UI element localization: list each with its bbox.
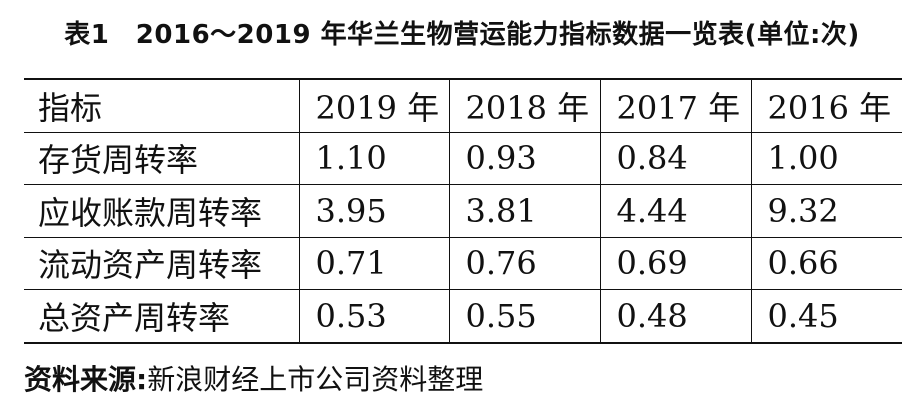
source-text: 新浪财经上市公司资料整理 <box>147 363 484 396</box>
value-cell: 0.53 <box>298 289 449 343</box>
value-cell: 0.66 <box>750 237 902 290</box>
header-cell-2019: 2019 年 <box>298 79 449 133</box>
source-label: 资料来源: <box>24 363 148 396</box>
header-cell-indicator: 指标 <box>24 79 299 133</box>
table-row: 应收账款周转率 3.95 3.81 4.44 9.32 <box>24 184 902 238</box>
value-cell: 0.45 <box>750 289 902 343</box>
header-cell-2017: 2017 年 <box>599 79 751 133</box>
table-row: 流动资产周转率 0.71 0.76 0.69 0.66 <box>24 237 902 290</box>
value-cell: 0.69 <box>599 237 751 290</box>
row-label: 存货周转率 <box>24 132 299 185</box>
header-cell-2018: 2018 年 <box>448 79 600 133</box>
header-cell-2016: 2016 年 <box>750 79 902 133</box>
table-header-row: 指标 2019 年 2018 年 2017 年 2016 年 <box>24 79 902 133</box>
table-row: 存货周转率 1.10 0.93 0.84 1.00 <box>24 132 902 185</box>
row-label: 流动资产周转率 <box>24 237 299 290</box>
value-cell: 4.44 <box>599 184 751 238</box>
value-cell: 0.84 <box>599 132 751 185</box>
value-cell: 3.81 <box>448 184 600 238</box>
table-title: 表1 2016～2019 年华兰生物营运能力指标数据一览表(单位:次) <box>64 20 860 50</box>
value-cell: 0.71 <box>298 237 449 290</box>
row-label: 总资产周转率 <box>38 298 231 337</box>
value-cell: 0.76 <box>448 237 600 290</box>
value-cell: 9.32 <box>750 184 902 238</box>
value-cell: 0.55 <box>448 289 600 343</box>
value-cell: 0.93 <box>448 132 600 185</box>
value-cell: 1.10 <box>298 132 449 185</box>
row-label: 应收账款周转率 <box>24 184 299 238</box>
source-note: 资料来源:新浪财经上市公司资料整理 <box>24 358 483 398</box>
value-cell: 3.95 <box>298 184 449 238</box>
value-cell: 1.00 <box>750 132 902 185</box>
table-row: 总资产周转率 0.53 0.55 0.48 0.45 <box>24 289 902 343</box>
data-table: 指标 2019 年 2018 年 2017 年 2016 年 存货周转率 1.1… <box>24 78 902 344</box>
value-cell: 0.48 <box>599 289 751 343</box>
